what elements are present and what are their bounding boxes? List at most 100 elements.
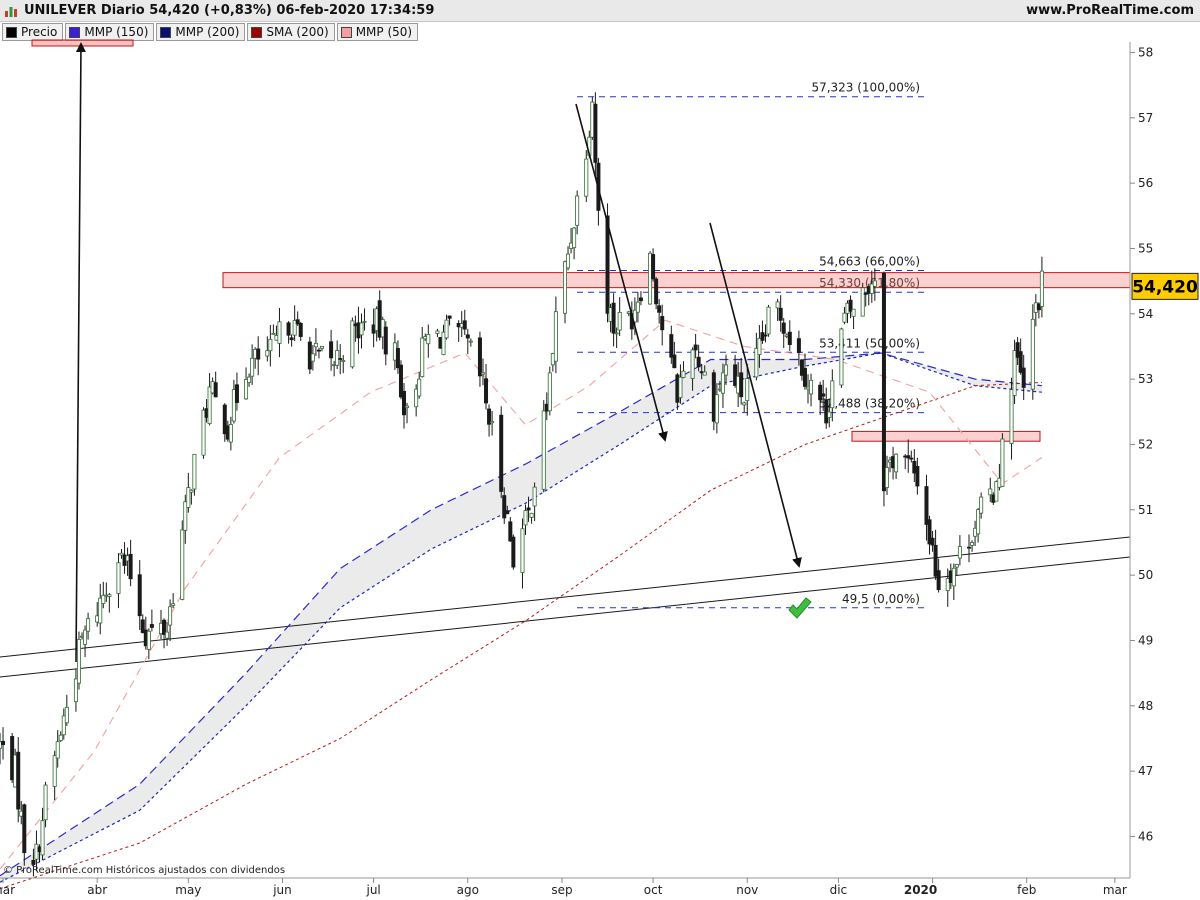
candle-body (976, 509, 981, 535)
candle (657, 299, 662, 324)
candle (16, 737, 21, 823)
candle (781, 318, 786, 348)
candle (541, 400, 546, 493)
support-line-upper (0, 536, 1131, 658)
candle-body (359, 322, 364, 336)
candle (754, 332, 759, 381)
candle (244, 367, 249, 400)
candle (818, 381, 823, 416)
candle (395, 340, 400, 374)
candle-body (128, 553, 133, 580)
candle (994, 480, 999, 502)
candle (271, 324, 276, 335)
candle-body (505, 510, 510, 515)
candle-body (872, 280, 877, 287)
ma-line-mmp50 (0, 319, 1043, 870)
candle (417, 371, 422, 399)
candle (924, 474, 929, 541)
candle (222, 403, 227, 442)
fib-level-label: 54,663 (66,00%) (819, 254, 920, 268)
price-tick-label: 58 (1138, 45, 1153, 59)
candle (286, 321, 291, 344)
candle-body (733, 364, 738, 386)
candle-body (739, 372, 744, 398)
candle-body (693, 344, 698, 351)
candle (945, 568, 950, 607)
candle-body (107, 594, 112, 597)
candle (64, 694, 69, 727)
candle-body (970, 542, 975, 546)
candle-body (201, 409, 206, 456)
candle (444, 314, 449, 340)
candle (171, 593, 176, 609)
legend-item-mmp200[interactable]: MMP (200) (156, 23, 246, 41)
legend-swatch (69, 26, 81, 38)
candle-body (256, 348, 261, 360)
axes-layer: 46 47 48 49 50 51 52 53 54 55 56 57 58 54,420 mar abr ma… (0, 42, 1199, 897)
candle-body (168, 606, 173, 626)
candle (377, 290, 382, 341)
candle-body (951, 567, 956, 587)
candle-body (906, 455, 911, 459)
candle (213, 371, 218, 398)
candle (720, 363, 725, 409)
price-tick-label: 55 (1138, 241, 1153, 255)
candle (1, 727, 6, 760)
price-chart[interactable]: 57,323 (100,00%) 54,663 (66,00%) 54,330 (6… (0, 22, 1200, 900)
time-tick-label: sep (551, 883, 572, 897)
candle (976, 507, 981, 543)
candle (584, 149, 589, 202)
candle-body (502, 495, 507, 519)
candle-body (894, 453, 899, 473)
candle-body (295, 319, 300, 325)
candle (693, 333, 698, 359)
candle (614, 327, 619, 349)
candle (681, 361, 686, 379)
candle-body (553, 311, 558, 362)
candle (477, 331, 482, 387)
candle (116, 553, 121, 609)
candle-body (520, 528, 525, 573)
candle (617, 297, 622, 337)
candle-body (58, 734, 63, 741)
candle (821, 379, 826, 412)
candle-body (863, 292, 868, 295)
candle (651, 248, 656, 282)
time-tick-label: nov (736, 883, 758, 897)
candle (839, 327, 844, 388)
candle (484, 363, 489, 410)
price-tick-label: 51 (1138, 503, 1153, 517)
candle (763, 324, 768, 343)
candle-body (395, 348, 400, 369)
candle-body (766, 306, 771, 335)
candle-body (298, 323, 303, 337)
candle-body (523, 510, 528, 526)
candle-body (660, 316, 665, 331)
candle-body (915, 465, 920, 487)
candle (915, 457, 920, 495)
candle (572, 226, 577, 260)
candle-body (435, 330, 440, 334)
candle-body (745, 378, 750, 401)
candle-body (632, 309, 637, 323)
candle (1039, 256, 1044, 318)
candle-body (402, 390, 407, 416)
candle (927, 515, 932, 555)
candle-body (40, 820, 45, 856)
legend-item-sma200[interactable]: SMA (200) (247, 23, 335, 41)
candle-body (499, 414, 504, 492)
candle-body (511, 536, 516, 568)
legend-item-mmp50[interactable]: MMP (50) (336, 23, 419, 41)
candle-body (465, 334, 470, 339)
brand-link[interactable]: www.ProRealTime.com (1026, 3, 1194, 18)
candle (119, 549, 124, 559)
candle (234, 372, 239, 411)
candle (802, 353, 807, 390)
time-tick-label: may (175, 883, 201, 897)
candle (0, 732, 3, 765)
candle (183, 494, 188, 544)
candle-body (228, 424, 233, 443)
candle (162, 618, 167, 649)
candle-body (61, 715, 66, 736)
candle-body (16, 751, 21, 810)
